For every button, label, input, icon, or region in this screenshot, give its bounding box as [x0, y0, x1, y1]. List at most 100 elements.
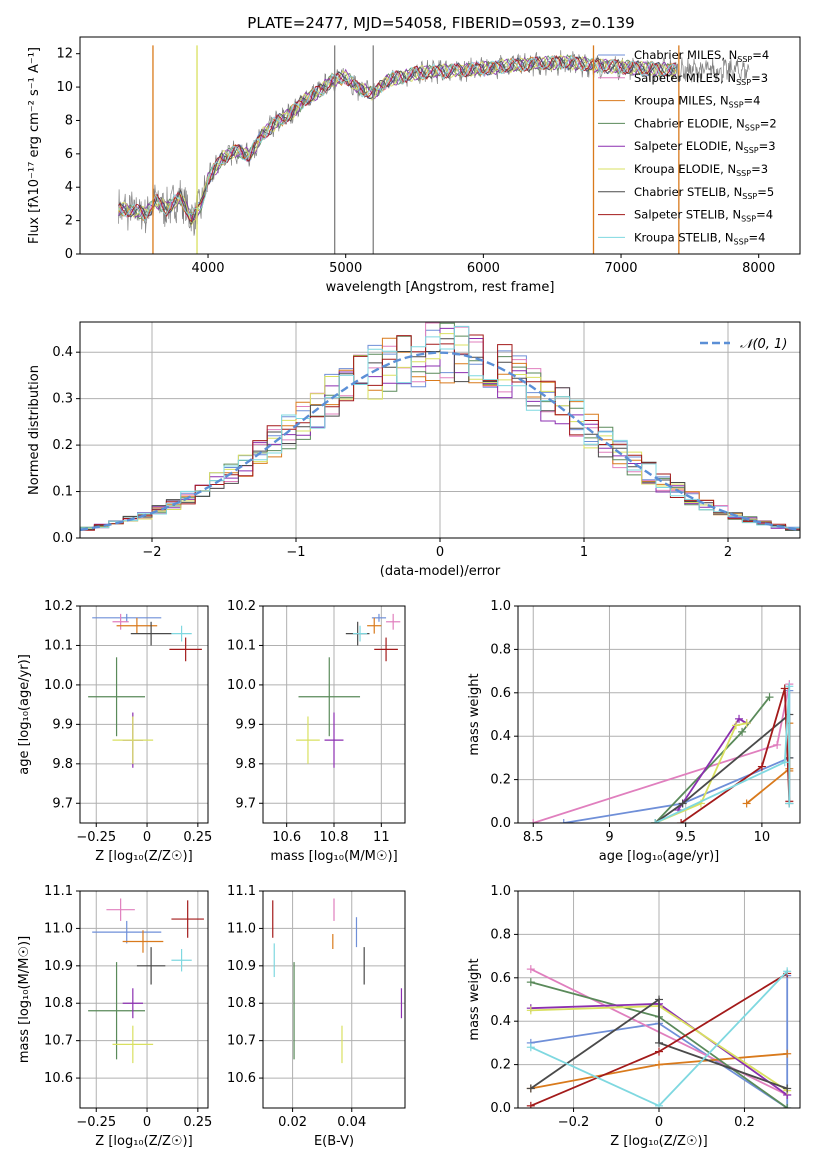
- weight-marker: [526, 1006, 535, 1015]
- x-tick-label: 9.5: [675, 830, 696, 845]
- x-tick-label: −0.2: [558, 1115, 590, 1130]
- axes-frame: [262, 605, 406, 824]
- plot-area: [88, 898, 204, 1064]
- y-tick-label: 10: [56, 80, 73, 95]
- legend-entry-sub: SSP: [736, 78, 751, 87]
- x-tick-label: 0.25: [183, 830, 212, 845]
- y-tick-label: 0.4: [52, 345, 73, 360]
- y-tick-label: 0.0: [490, 816, 511, 831]
- legend-entry-sub: SSP: [736, 169, 751, 178]
- weight-marker: [783, 1084, 792, 1093]
- weight-marker: [526, 1101, 535, 1108]
- y-tick-label: 8: [65, 113, 73, 128]
- legend-entry-val: =3: [759, 139, 776, 153]
- weight-marker: [526, 1043, 535, 1052]
- chart-weight_vs_age: 8.5 9 9.5 10 0.0 0.2 0.4 0.6 0.8 1.0 age [log₁₀(ag…: [467, 599, 801, 864]
- weight-marker: [780, 684, 789, 693]
- y-tick-label: 9.7: [52, 796, 73, 811]
- x-tick-label: 0: [436, 545, 444, 560]
- y-tick-label: 4: [65, 180, 73, 195]
- weight-marker: [526, 978, 535, 987]
- x-tick-label: 2: [724, 545, 732, 560]
- x-axis-label: Z [log₁₀(Z/Z☉)]: [95, 849, 192, 864]
- y-tick-label: 11.0: [44, 921, 73, 936]
- x-tick-label: 5000: [329, 261, 362, 276]
- y-tick-label: 10.7: [227, 1034, 256, 1049]
- model-spectrum: [118, 54, 677, 221]
- legend-entry-text: Kroupa MILES, N: [634, 94, 729, 108]
- y-tick-label: 10.2: [44, 599, 73, 614]
- y-tick-label: 0.2: [490, 1058, 511, 1073]
- chart-weight_vs_Z: −0.2 0 0.2 0.0 0.2 0.4 0.6 0.8 1.0 Z [log₁₀(Z/Z☉)…: [467, 884, 801, 1149]
- legend-entry-sub: SSP: [737, 55, 752, 64]
- y-tick-label: 0.8: [490, 927, 511, 942]
- x-tick-label: −2: [142, 545, 161, 560]
- y-tick-label: 0: [65, 247, 73, 262]
- model-spectrum: [118, 55, 677, 225]
- x-axis-label: age [log₁₀(age/yr)]: [599, 849, 720, 864]
- figure-title: PLATE=2477, MJD=54058, FIBERID=0593, z=0…: [247, 14, 634, 32]
- legend-entry-text: Chabrier MILES, N: [634, 48, 737, 62]
- legend-entry-text: Salpeter MILES, N: [634, 71, 736, 85]
- axes-frame: [517, 890, 801, 1109]
- legend-entry-text: Salpeter STELIB, N: [634, 208, 741, 222]
- y-tick-label: 10.2: [227, 599, 256, 614]
- y-tick-label: 0.0: [52, 531, 73, 546]
- y-tick-label: 10.0: [227, 678, 256, 693]
- weight-marker: [655, 1101, 663, 1108]
- plot-area: [80, 322, 800, 533]
- chart-residuals: −2 −1 0 1 2 0.0 0.1 0.2 0.3 0.4 (data-model)/error…: [27, 321, 801, 579]
- y-axis-label: mass weight: [467, 673, 482, 755]
- y-tick-label: 10.6: [44, 1071, 73, 1086]
- y-tick-label: 0.4: [490, 729, 511, 744]
- y-tick-label: 11.1: [227, 884, 256, 899]
- legend-entry: Salpeter ELODIE, NSSP=3: [634, 139, 776, 155]
- weight-marker: [677, 819, 686, 823]
- y-tick-label: 10.9: [44, 959, 73, 974]
- legend-entry-sub: SSP: [745, 123, 760, 132]
- legend-entry-val: =3: [751, 71, 768, 85]
- y-tick-label: 11.0: [227, 921, 256, 936]
- gaussian-curve: [80, 351, 798, 532]
- chart-spectrum: 4000 5000 6000 7000 8000 0 2 4 6 8 10 12 wavelength …: [27, 36, 801, 295]
- weight-marker: [780, 758, 789, 767]
- y-tick-label: 1.0: [490, 884, 511, 899]
- weight-marker: [655, 1060, 663, 1069]
- legend-entry-text: Chabrier ELODIE, N: [634, 116, 745, 130]
- y-tick-label: 10.9: [227, 959, 256, 974]
- chart-age_vs_mass: 10.6 10.8 11 9.7 9.8 9.9 10.0 10.1 10.2 mass [log…: [227, 599, 406, 864]
- weight-marker: [783, 967, 792, 976]
- legend-entry: Salpeter STELIB, NSSP=4: [634, 208, 773, 224]
- x-tick-label: 10: [754, 830, 771, 845]
- y-tick-label: 9.9: [52, 717, 73, 732]
- legend-entry-sub: SSP: [741, 215, 756, 224]
- y-tick-label: 11.1: [44, 884, 73, 899]
- weight-marker: [526, 965, 535, 974]
- y-tick-label: 9.9: [235, 717, 256, 732]
- legend-entry: Chabrier STELIB, NSSP=5: [634, 185, 774, 201]
- y-tick-label: 0.6: [490, 971, 511, 986]
- y-tick-label: 12: [56, 47, 73, 62]
- y-tick-label: 0.1: [52, 485, 73, 500]
- legend-entry-sub: SSP: [744, 146, 759, 155]
- x-tick-label: −1: [286, 545, 305, 560]
- x-axis-label: (data-model)/error: [380, 564, 501, 579]
- weight-marker: [655, 1047, 663, 1056]
- y-tick-label: 0.4: [490, 1014, 511, 1029]
- weight-marker: [785, 682, 794, 691]
- x-tick-label: −0.25: [76, 1115, 116, 1130]
- y-tick-label: 10.6: [227, 1071, 256, 1086]
- weight-series-line: [530, 997, 788, 1090]
- legend: 𝒩(0, 1): [700, 337, 787, 352]
- legend-entry-text: Salpeter ELODIE, N: [634, 139, 744, 153]
- weight-marker: [742, 719, 751, 728]
- weight-marker: [757, 762, 766, 771]
- y-axis-label: Flux [fλ10⁻¹⁷ erg cm⁻² s⁻¹ A⁻¹]: [27, 47, 42, 244]
- y-axis-label: mass weight: [467, 958, 482, 1040]
- weight-series-line: [532, 683, 791, 823]
- weight-marker: [773, 740, 782, 749]
- legend-entry: Chabrier MILES, NSSP=4: [634, 48, 769, 64]
- y-tick-label: 0.3: [52, 392, 73, 407]
- legend-entry: 𝒩(0, 1): [740, 337, 787, 352]
